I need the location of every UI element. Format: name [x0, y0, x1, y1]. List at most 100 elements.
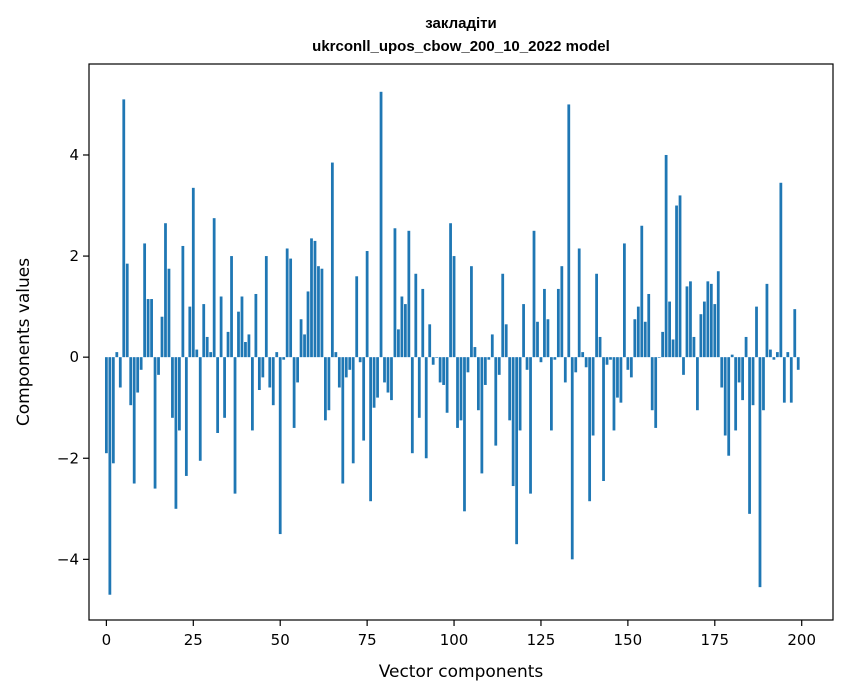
bar-79 — [379, 91, 383, 358]
bar-152 — [633, 319, 637, 358]
y-axis-ticks: −4 −2 0 2 4 — [57, 146, 89, 568]
bar-62 — [320, 268, 324, 358]
bar-90 — [417, 357, 421, 418]
bar-17 — [164, 223, 167, 358]
bar-157 — [650, 357, 654, 411]
bar-14 — [153, 357, 157, 489]
x-tick-label-100: 100 — [440, 631, 469, 649]
bar-32 — [216, 357, 220, 433]
bar-147 — [616, 357, 619, 398]
bar-27 — [198, 357, 202, 461]
bar-47 — [268, 357, 272, 388]
x-axis-ticks: 0 25 50 75 100 125 150 175 200 — [102, 620, 816, 649]
bar-145 — [609, 357, 612, 360]
bar-111 — [490, 334, 494, 358]
bar-110 — [487, 357, 491, 360]
bar-39 — [240, 296, 244, 358]
bar-1 — [108, 357, 112, 595]
bar-70 — [348, 357, 352, 370]
bar-2 — [111, 357, 115, 464]
bar-28 — [202, 304, 206, 358]
bar-18 — [167, 268, 171, 358]
bar-66 — [334, 352, 338, 358]
bar-33 — [219, 296, 223, 358]
bar-89 — [414, 273, 418, 358]
bar-82 — [390, 357, 393, 401]
bar-19 — [171, 357, 174, 418]
bar-52 — [285, 248, 289, 358]
bar-173 — [706, 281, 710, 358]
bar-10 — [139, 357, 143, 370]
bar-156 — [647, 293, 651, 358]
bar-190 — [765, 283, 769, 358]
bar-108 — [480, 357, 484, 474]
bar-144 — [605, 357, 609, 365]
y-tick-label-2: 2 — [69, 247, 79, 265]
bar-175 — [713, 304, 717, 358]
bar-135 — [574, 357, 578, 373]
chart-title-line-1: закладіти — [425, 15, 496, 32]
bar-166 — [682, 357, 685, 375]
bar-131 — [560, 266, 564, 358]
bar-184 — [744, 336, 748, 358]
bar-199 — [796, 357, 800, 370]
y-tick-label--4: −4 — [57, 550, 79, 568]
bar-172 — [702, 301, 706, 358]
bar-155 — [643, 321, 647, 358]
bar-94 — [431, 357, 435, 365]
bar-102 — [459, 357, 463, 421]
bar-61 — [317, 266, 320, 358]
bar-185 — [748, 357, 751, 514]
bar-107 — [476, 357, 480, 411]
bar-84 — [397, 329, 400, 358]
x-tick-label-200: 200 — [787, 631, 816, 649]
bar-165 — [678, 195, 682, 358]
bar-101 — [456, 357, 459, 428]
bar-7 — [129, 357, 133, 406]
x-tick-label-125: 125 — [527, 631, 556, 649]
bar-92 — [424, 357, 428, 459]
bar-87 — [407, 230, 411, 358]
bar-138 — [584, 357, 588, 368]
bar-100 — [452, 256, 456, 358]
bar-59 — [310, 238, 313, 358]
bar-73 — [358, 357, 362, 363]
bar-124 — [536, 321, 539, 358]
bar-182 — [737, 357, 741, 383]
bar-137 — [581, 352, 585, 358]
bar-35 — [226, 331, 230, 358]
bar-133 — [567, 104, 571, 358]
bar-183 — [741, 357, 744, 401]
bar-96 — [438, 357, 442, 383]
bar-54 — [292, 357, 296, 428]
bar-56 — [299, 319, 303, 358]
bar-57 — [303, 334, 306, 358]
bar-43 — [254, 293, 258, 358]
bar-44 — [257, 357, 261, 391]
bar-122 — [529, 357, 532, 494]
bar-67 — [337, 357, 341, 388]
bar-55 — [296, 357, 299, 383]
bar-187 — [755, 306, 758, 358]
bar-29 — [205, 336, 209, 358]
bar-140 — [591, 357, 595, 436]
bar-36 — [230, 256, 233, 358]
bar-148 — [619, 357, 623, 403]
bar-194 — [779, 182, 783, 358]
bar-93 — [428, 324, 432, 358]
bar-4 — [118, 357, 122, 388]
bar-192 — [772, 357, 776, 360]
bar-176 — [716, 271, 720, 358]
bar-168 — [689, 281, 692, 358]
bar-76 — [369, 357, 372, 502]
bar-153 — [636, 306, 640, 358]
bar-74 — [362, 357, 366, 441]
bar-69 — [344, 357, 348, 378]
bar-64 — [327, 357, 331, 411]
bar-63 — [324, 357, 327, 421]
bar-75 — [365, 251, 369, 358]
bar-72 — [355, 276, 359, 358]
x-tick-label-25: 25 — [184, 631, 203, 649]
bar-109 — [483, 357, 487, 385]
bar-5 — [122, 99, 126, 358]
